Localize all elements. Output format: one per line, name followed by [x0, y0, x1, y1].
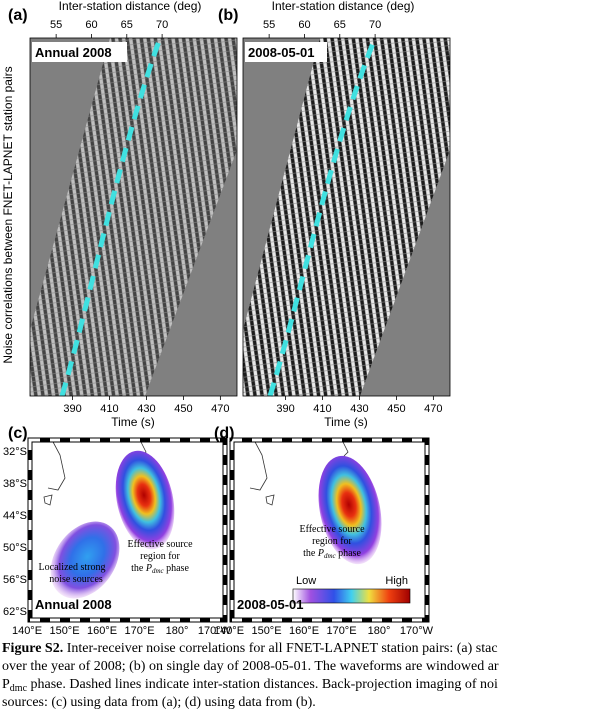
tag-box	[245, 42, 327, 62]
caption-line: Figure S2. Inter-receiver noise correlat…	[2, 641, 498, 656]
bottom-tick-label: 450	[174, 403, 192, 415]
annotation: Effective source	[299, 524, 365, 535]
caption-title: Figure S2.	[2, 641, 63, 656]
bottom-tick-label: 390	[276, 403, 294, 415]
annotation-part: the	[131, 563, 146, 574]
annotation: the Pdmc phase	[303, 548, 361, 560]
annotation-part: dmc	[152, 567, 165, 575]
bottom-axis-label: Time (s)	[324, 415, 368, 429]
lon-label: 160°E	[289, 625, 319, 637]
annotation: region for	[312, 536, 352, 547]
colorbar-label: High	[385, 575, 408, 587]
annotation-part: phase	[164, 563, 190, 574]
bottom-tick-label: 430	[137, 403, 155, 415]
map-d	[229, 437, 430, 623]
caption-text: Inter-receiver noise correlations for al…	[63, 641, 497, 656]
bottom-tick-label: 470	[211, 403, 229, 415]
colorbar-label: Low	[296, 575, 316, 587]
bottom-tick-label: 390	[63, 403, 81, 415]
top-tick-label: 70	[369, 19, 381, 31]
top-axis-label: Inter-station distance (deg)	[59, 0, 202, 13]
panel-tag: Annual 2008	[35, 45, 112, 60]
lon-label: 170°E	[326, 625, 356, 637]
annotation-part: the	[303, 548, 318, 559]
lat-label: 50°S	[3, 542, 27, 554]
top-tick-label: 60	[298, 19, 310, 31]
top-tick-label: 65	[121, 19, 133, 31]
annotation: Localized strong	[39, 562, 106, 573]
lon-label: 180°	[368, 625, 391, 637]
panel-a-image	[29, 37, 238, 397]
lon-label: 170°W	[400, 625, 434, 637]
bottom-tick-label: 430	[350, 403, 368, 415]
map-tag: 2008-05-01	[237, 597, 304, 612]
annotation: region for	[140, 551, 180, 562]
panel-tag: 2008-05-01	[248, 45, 315, 60]
lat-label: 56°S	[3, 574, 27, 586]
panel-b-image	[242, 37, 451, 397]
top-tick-label: 55	[50, 19, 62, 31]
top-tick-label: 60	[85, 19, 97, 31]
map-tag: Annual 2008	[35, 597, 112, 612]
annotation: noise sources	[49, 574, 103, 585]
annotation-part: P	[145, 563, 152, 574]
caption-text: P	[2, 677, 10, 692]
lat-label: 38°S	[3, 478, 27, 490]
panel-label: (c)	[8, 425, 28, 442]
caption-line: sources: (c) using data from (a); (d) us…	[2, 695, 316, 710]
bottom-tick-label: 450	[387, 403, 405, 415]
y-axis-label: Noise correlations between FNET-LAPNET s…	[1, 66, 15, 363]
lon-label: 170°W	[198, 625, 232, 637]
bottom-axis-label: Time (s)	[111, 415, 155, 429]
top-tick-label: 65	[334, 19, 346, 31]
caption-line: over the year of 2008; (b) on single day…	[2, 659, 499, 674]
lon-label: 140°E	[214, 625, 244, 637]
bottom-tick-label: 410	[100, 403, 118, 415]
lon-label: 180°	[166, 625, 189, 637]
lon-label: 160°E	[87, 625, 117, 637]
bottom-tick-label: 470	[424, 403, 442, 415]
top-axis-label: Inter-station distance (deg)	[272, 0, 415, 13]
lat-label: 32°S	[3, 446, 27, 458]
annotation-part: phase	[336, 548, 362, 559]
lon-label: 150°E	[49, 625, 79, 637]
panel-label: (d)	[214, 425, 234, 442]
map-c	[27, 437, 228, 623]
caption-text: dmc	[10, 683, 28, 694]
lat-label: 62°S	[3, 606, 27, 618]
annotation-part: dmc	[324, 552, 337, 560]
caption-text: phase. Dashed lines indicate inter-stati…	[27, 677, 498, 692]
bottom-tick-label: 410	[313, 403, 331, 415]
top-tick-label: 55	[263, 19, 275, 31]
panel-label: (a)	[8, 7, 28, 24]
top-tick-label: 70	[156, 19, 168, 31]
tag-box	[32, 42, 127, 62]
lat-label: 44°S	[3, 510, 27, 522]
caption-line: Pdmc phase. Dashed lines indicate inter-…	[2, 677, 498, 694]
lon-label: 170°E	[124, 625, 154, 637]
annotation: the Pdmc phase	[131, 563, 189, 575]
lon-label: 150°E	[251, 625, 281, 637]
annotation-part: P	[317, 548, 324, 559]
annotation: Effective source	[127, 539, 193, 550]
panel-label: (b)	[218, 7, 238, 24]
lon-label: 140°E	[12, 625, 42, 637]
